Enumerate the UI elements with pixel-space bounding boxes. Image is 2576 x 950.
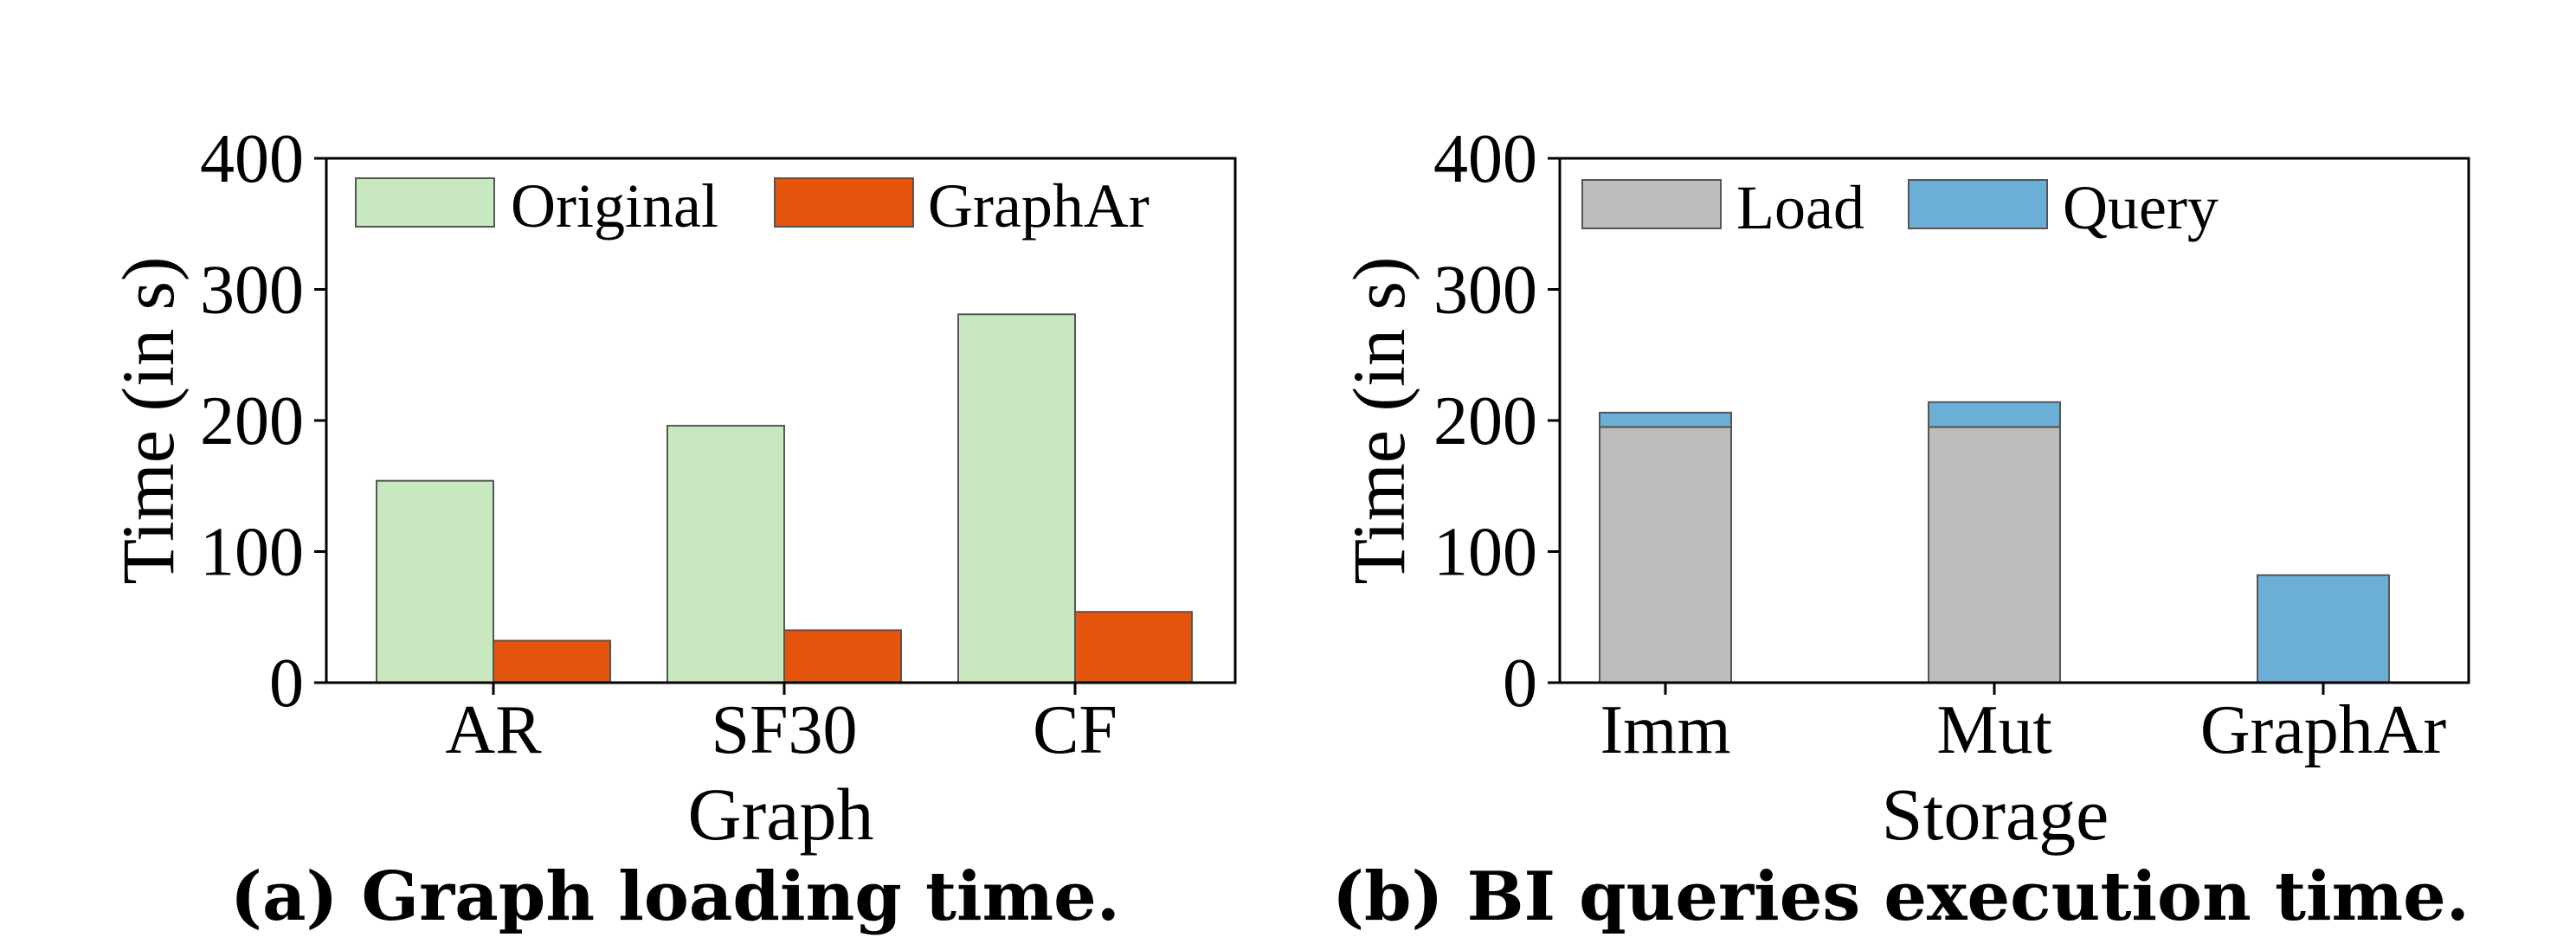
chart-b: 0 100 200 300 400 Imm Mut GraphAr Time (in s) S… [1332,121,2470,936]
x-tick-label-mut: Mut [1936,692,2051,768]
legend-original-label: Original [511,171,718,241]
chart-a-legend: Original GraphAr [355,171,1150,241]
y-tick-label: 0 [269,645,304,722]
bar-original-cf [957,313,1076,684]
bar-graphar-sf30 [783,629,902,684]
chart-b-ticks: 0 100 200 300 400 Imm Mut GraphAr [1433,121,2446,768]
caption-a: (a) Graph loading time. [230,857,1120,936]
x-tick-label-ar: AR [445,692,542,768]
legend-load-swatch [1581,179,1722,229]
chart-b-bars [1599,401,2390,684]
x-tick-label-imm: Imm [1600,692,1730,768]
chart-b-xlabel: Storage [1882,773,2109,856]
y-tick-label: 300 [1433,253,1537,329]
caption-b: (b) BI queries execution time. [1332,857,2470,936]
y-tick-label: 400 [1433,121,1537,197]
legend-query-swatch [1908,179,2048,229]
bar-query-mut [1928,401,2061,428]
y-tick-label: 100 [200,515,304,591]
chart-b-legend: Load Query [1581,173,2219,242]
bar-original-ar [376,479,494,684]
bar-original-sf30 [667,425,785,684]
x-tick-label-cf: CF [1033,692,1117,768]
chart-a-ylabel: Time (in s) [106,256,190,584]
x-tick-label-graphar: GraphAr [2200,692,2446,768]
y-tick-label: 200 [200,383,304,459]
legend-query-label: Query [2063,173,2219,242]
x-tick-label-sf30: SF30 [712,692,858,768]
bar-query-graphar [2257,574,2390,684]
legend-graphar-swatch [774,177,914,228]
legend-original-swatch [355,177,495,228]
y-tick-label: 0 [1503,645,1537,722]
bar-query-imm [1599,411,1732,428]
chart-b-ylabel: Time (in s) [1337,256,1420,584]
y-tick-label: 300 [200,253,304,329]
chart-a-bars [376,313,1193,684]
bar-load-mut [1928,426,2061,684]
legend-graphar-label: GraphAr [928,171,1150,241]
bar-load-imm [1599,426,1732,684]
bar-graphar-cf [1074,611,1193,684]
y-tick-label: 100 [1433,515,1537,591]
chart-a-xlabel: Graph [688,773,874,856]
chart-a-ticks: 0 100 200 300 400 AR SF30 CF [200,121,1117,768]
y-tick-label: 400 [200,121,304,197]
bar-graphar-ar [493,639,611,684]
y-tick-label: 200 [1433,383,1537,459]
legend-load-label: Load [1736,173,1864,242]
